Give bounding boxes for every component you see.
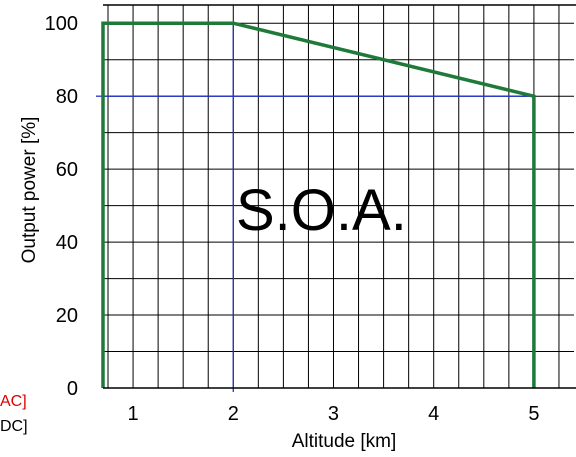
- y-tick-label: 0: [67, 378, 78, 400]
- x-axis-title: Altitude [km]: [292, 431, 397, 452]
- series-layer: [101, 21, 536, 388]
- y-tick-label: 80: [56, 86, 78, 108]
- derating-curve: [101, 21, 536, 388]
- reference-lines: [96, 23, 534, 392]
- dc-label-cutoff: DC]: [0, 418, 28, 435]
- y-axis-title: Output power [%]: [19, 117, 40, 264]
- x-tick-label: 1: [128, 403, 139, 425]
- y-tick-label: 100: [45, 13, 78, 35]
- x-tick-label: 5: [528, 403, 539, 425]
- y-tick-label: 40: [56, 232, 78, 254]
- y-tick-labels: 0 20 40 60 80 100: [45, 13, 78, 400]
- x-tick-label: 4: [428, 403, 439, 425]
- x-tick-labels: 1 2 3 4 5: [128, 403, 540, 425]
- x-tick-label: 2: [228, 403, 239, 425]
- plot-frame: [103, 4, 576, 389]
- y-tick-label: 60: [56, 159, 78, 181]
- soa-region-label: S.O.A.: [236, 178, 407, 243]
- y-tick-label: 20: [56, 305, 78, 327]
- ac-label-cutoff: AC]: [0, 393, 27, 410]
- x-tick-label: 3: [328, 403, 339, 425]
